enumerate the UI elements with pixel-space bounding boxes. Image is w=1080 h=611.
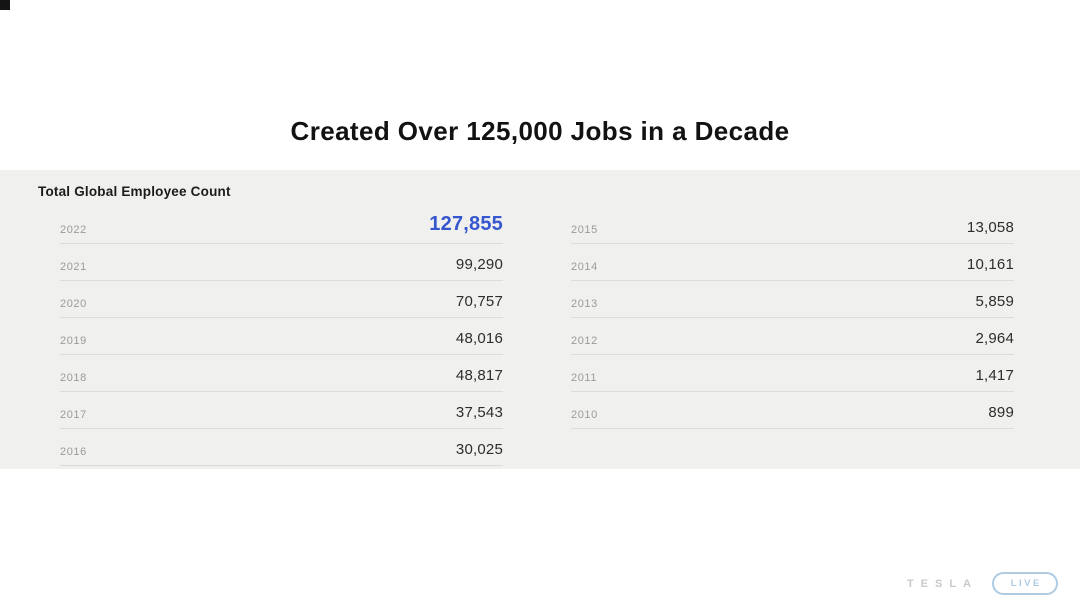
video-corner-artifact xyxy=(0,0,10,10)
employee-row: 2016 30,025 xyxy=(60,429,503,466)
employee-count: 127,855 xyxy=(429,213,503,235)
employee-count: 5,859 xyxy=(975,293,1014,310)
employee-col-right: 2015 13,058 2014 10,161 2013 5,859 2012 2,964 20… xyxy=(571,207,1014,429)
section-title: Total Global Employee Count xyxy=(38,184,231,199)
employee-count: 1,417 xyxy=(975,367,1014,384)
year-label: 2012 xyxy=(571,335,598,347)
year-label: 2019 xyxy=(60,335,87,347)
employee-row: 2019 48,016 xyxy=(60,318,503,355)
employee-count: 10,161 xyxy=(966,256,1014,273)
year-label: 2011 xyxy=(571,372,598,384)
employee-row: 2021 99,290 xyxy=(60,244,503,281)
employee-row: 2012 2,964 xyxy=(571,318,1014,355)
employee-count: 2,964 xyxy=(975,330,1014,347)
year-label: 2016 xyxy=(60,446,87,458)
employee-row: 2014 10,161 xyxy=(571,244,1014,281)
year-label: 2022 xyxy=(60,224,87,236)
employee-count: 13,058 xyxy=(966,219,1014,236)
employee-count: 30,025 xyxy=(455,441,503,458)
live-badge: LIVE xyxy=(992,572,1058,595)
year-label: 2014 xyxy=(571,261,598,273)
year-label: 2021 xyxy=(60,261,87,273)
year-label: 2018 xyxy=(60,372,87,384)
employee-count: 99,290 xyxy=(455,256,503,273)
employee-row: 2020 70,757 xyxy=(60,281,503,318)
year-label: 2017 xyxy=(60,409,87,421)
employee-row: 2017 37,543 xyxy=(60,392,503,429)
footer-watermark: TESLA LIVE xyxy=(907,572,1058,595)
year-label: 2015 xyxy=(571,224,598,236)
employee-row: 2022 127,855 xyxy=(60,207,503,244)
employee-count: 48,016 xyxy=(455,330,503,347)
employee-row: 2011 1,417 xyxy=(571,355,1014,392)
employee-row: 2015 13,058 xyxy=(571,207,1014,244)
year-label: 2013 xyxy=(571,298,598,310)
tesla-logo: TESLA xyxy=(906,577,978,590)
employee-count: 70,757 xyxy=(455,293,503,310)
employee-count: 37,543 xyxy=(455,404,503,421)
employee-table: 2022 127,855 2021 99,290 2020 70,757 2019 48,01… xyxy=(60,207,1014,466)
employee-row: 2010 899 xyxy=(571,392,1014,429)
employee-count: 48,817 xyxy=(455,367,503,384)
employee-row: 2013 5,859 xyxy=(571,281,1014,318)
employee-count: 899 xyxy=(988,404,1014,421)
year-label: 2020 xyxy=(60,298,87,310)
page-title: Created Over 125,000 Jobs in a Decade xyxy=(290,116,790,147)
employee-count-panel: Total Global Employee Count 2022 127,855 2… xyxy=(0,170,1080,469)
year-label: 2010 xyxy=(571,409,598,421)
employee-col-left: 2022 127,855 2021 99,290 2020 70,757 2019 48,01… xyxy=(60,207,503,466)
employee-row: 2018 48,817 xyxy=(60,355,503,392)
